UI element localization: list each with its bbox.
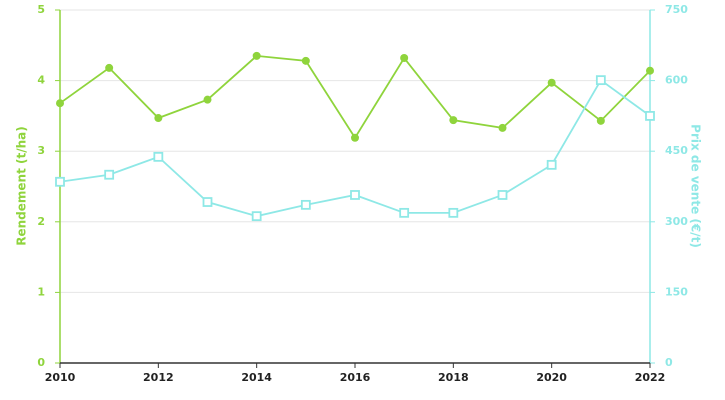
y-tick-label: 4: [37, 74, 45, 87]
point-marker: [646, 66, 654, 75]
point-marker: [153, 151, 164, 162]
point-marker: [301, 56, 310, 65]
point-marker: [448, 207, 459, 218]
y-axis-label: Rendement (t/ha): [15, 126, 29, 245]
y2-tick-label: 450: [665, 144, 688, 157]
point-marker: [547, 78, 556, 87]
y-tick-label: 0: [37, 356, 45, 369]
x-tick-label: 2022: [635, 371, 666, 384]
point-marker: [595, 75, 606, 86]
point-marker: [251, 211, 262, 222]
point-marker: [449, 116, 458, 125]
series-line: [59, 54, 651, 140]
point-marker: [351, 133, 359, 142]
point-marker: [350, 190, 360, 200]
x-tick-label: 2018: [438, 371, 469, 384]
point-marker: [56, 99, 64, 108]
point-marker: [596, 116, 605, 125]
point-marker: [252, 51, 261, 60]
x-tick-label: 2020: [536, 371, 567, 384]
y-tick-label: 3: [37, 144, 45, 157]
point-marker: [498, 123, 507, 132]
point-marker: [497, 190, 508, 200]
y2-tick-label: 750: [665, 3, 688, 16]
y2-tick-label: 300: [665, 215, 688, 228]
y-tick-label: 5: [37, 3, 45, 16]
point-marker: [546, 159, 557, 170]
point-marker: [104, 169, 115, 180]
point-marker: [400, 54, 409, 63]
point-marker: [645, 111, 655, 121]
y2-tick-label: 0: [665, 356, 673, 369]
y2-tick-label: 150: [665, 285, 688, 298]
point-marker: [154, 114, 163, 123]
point-marker: [202, 197, 213, 207]
point-marker: [203, 95, 212, 104]
point-marker: [300, 199, 311, 210]
y2-axis-label: Prix de vente (€/t): [689, 124, 703, 248]
point-marker: [399, 207, 410, 218]
x-tick-label: 2014: [241, 371, 272, 384]
y-tick-label: 1: [37, 285, 45, 298]
y2-tick-label: 600: [665, 74, 688, 87]
x-tick-label: 2010: [45, 371, 76, 384]
point-marker: [55, 176, 65, 187]
x-tick-label: 2016: [340, 371, 371, 384]
x-tick-label: 2012: [143, 371, 174, 384]
y-tick-label: 2: [37, 215, 45, 228]
point-marker: [105, 63, 114, 72]
